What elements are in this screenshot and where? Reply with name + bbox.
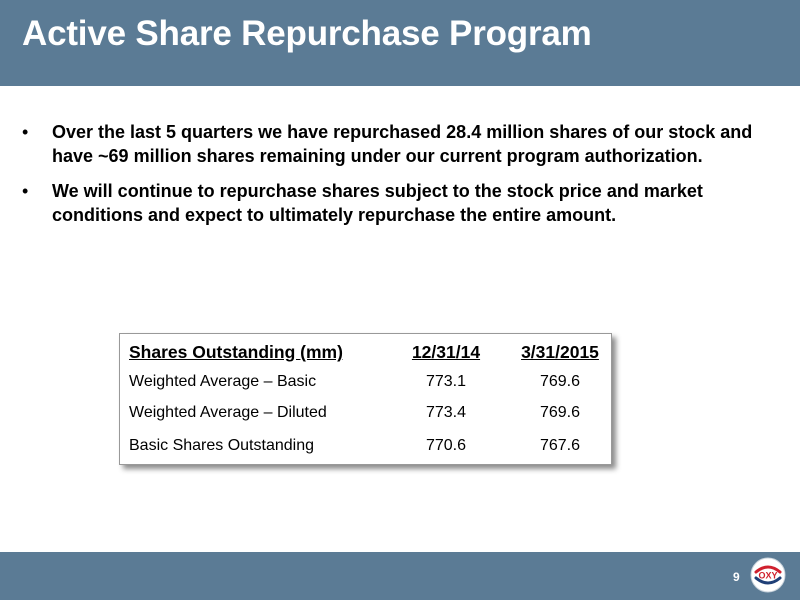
bullet-item: • Over the last 5 quarters we have repur… [22,120,762,168]
footer-bar [0,552,800,600]
bullet-item: • We will continue to repurchase shares … [22,179,762,227]
table-header-date: 3/31/2015 [521,342,599,362]
table-cell: 767.6 [539,437,581,454]
table-cell: 769.6 [539,404,581,421]
page-number: 9 [733,570,740,584]
bullet-text: Over the last 5 quarters we have repurch… [52,122,753,166]
slide-title: Active Share Repurchase Program [22,14,592,53]
table-cell: 770.6 [425,437,467,454]
header-bar: Active Share Repurchase Program [0,0,800,86]
bullet-marker: • [22,181,29,201]
table-cell: 773.4 [425,404,467,421]
table-cell: 773.1 [425,373,467,390]
table-row-label: Basic Shares Outstanding [129,437,314,454]
bullet-marker: • [22,122,29,142]
table-row-label: Weighted Average – Basic [129,373,317,390]
table-cell: 769.6 [539,373,581,390]
bullet-text: We will continue to repurchase shares su… [52,181,703,225]
table-row-label: Weighted Average – Diluted [129,404,327,421]
shares-table: Shares Outstanding (mm) 12/31/14 3/31/20… [119,333,612,465]
oxy-logo-icon: OXY [750,557,786,593]
logo-text: OXY [758,571,777,581]
bullet-list: • Over the last 5 quarters we have repur… [22,120,762,238]
table-header-label: Shares Outstanding (mm) [129,342,343,362]
table-header-date: 12/31/14 [411,342,481,362]
